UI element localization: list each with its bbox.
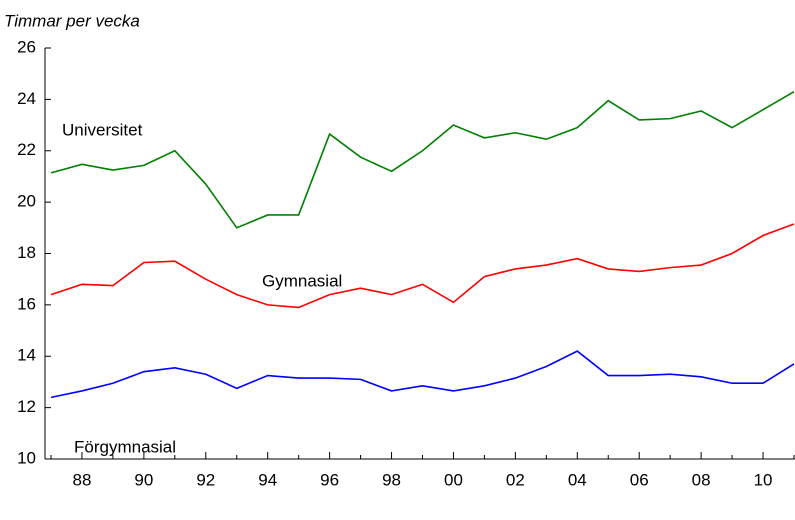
x-tick-label: 90 bbox=[134, 470, 153, 489]
y-tick-label: 10 bbox=[17, 448, 36, 467]
x-tick-label: 00 bbox=[444, 470, 463, 489]
x-tick-label: 10 bbox=[754, 470, 773, 489]
y-tick-label: 16 bbox=[17, 294, 36, 313]
series-label: Gymnasial bbox=[262, 271, 342, 290]
series-line bbox=[50, 350, 795, 399]
series-label: Universitet bbox=[62, 120, 143, 139]
y-tick-label: 22 bbox=[17, 140, 36, 159]
x-tick-label: 02 bbox=[506, 470, 525, 489]
x-tick-label: 88 bbox=[72, 470, 91, 489]
y-tick-label: 12 bbox=[17, 397, 36, 416]
x-tick-label: 06 bbox=[630, 470, 649, 489]
x-tick-label: 04 bbox=[568, 470, 587, 489]
x-tick-label: 98 bbox=[382, 470, 401, 489]
y-tick-label: 26 bbox=[17, 37, 36, 56]
y-tick-label: 24 bbox=[17, 89, 36, 108]
y-tick-label: 18 bbox=[17, 243, 36, 262]
x-tick-label: 92 bbox=[196, 470, 215, 489]
x-tick-label: 08 bbox=[692, 470, 711, 489]
series-line bbox=[50, 223, 795, 309]
x-tick-label: 96 bbox=[320, 470, 339, 489]
series-label: Förgymnasial bbox=[74, 437, 176, 456]
y-tick-label: 20 bbox=[17, 192, 36, 211]
series-line bbox=[50, 90, 795, 229]
y-axis-title: Timmar per vecka bbox=[4, 11, 140, 30]
y-tick-label: 14 bbox=[17, 346, 36, 365]
x-tick-label: 94 bbox=[258, 470, 277, 489]
